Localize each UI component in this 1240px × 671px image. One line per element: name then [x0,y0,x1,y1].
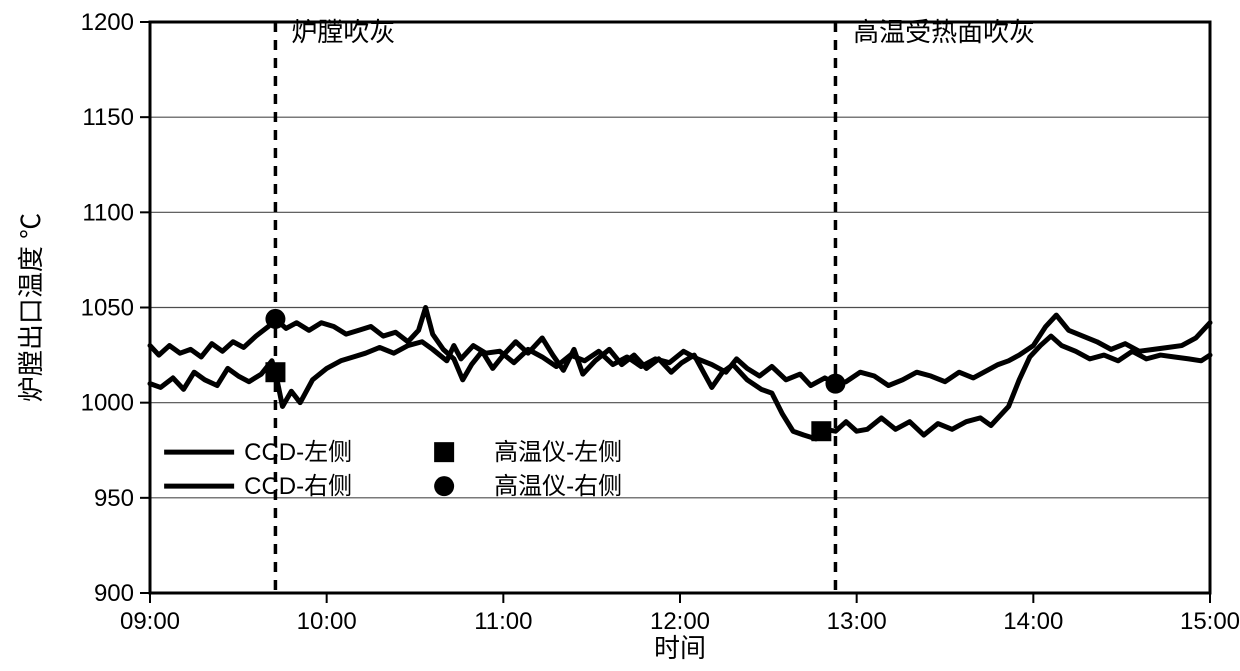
legend-circle-icon [434,476,454,496]
marker-pyro_right [265,309,285,329]
x-axis-label: 时间 [654,633,706,663]
y-axis-label: 炉膛出口温度 ℃ [16,213,46,402]
x-tick-label: 10:00 [297,608,357,635]
x-tick-label: 11:00 [474,608,532,635]
x-tick-label: 14:00 [1003,608,1063,635]
x-tick-label: 09:00 [120,608,180,635]
y-tick-label: 900 [94,580,134,607]
chart-svg: 炉膛吹灰高温受热面吹灰CCD-左侧高温仪-左侧CCD-右侧高温仪-右侧09:00… [0,0,1240,671]
legend-label: CCD-左侧 [244,439,352,466]
legend-label: 高温仪-左侧 [494,439,622,466]
y-tick-label: 1050 [81,295,134,322]
marker-pyro_left [265,362,285,382]
temperature-chart: 炉膛吹灰高温受热面吹灰CCD-左侧高温仪-左侧CCD-右侧高温仪-右侧09:00… [0,0,1240,671]
y-tick-label: 1000 [81,390,134,417]
x-tick-label: 13:00 [827,608,887,635]
y-tick-label: 1200 [81,9,134,36]
marker-pyro_right [825,374,845,394]
marker-pyro_left [811,421,831,441]
x-tick-label: 12:00 [650,608,710,635]
y-tick-label: 1100 [82,199,134,226]
legend-square-icon [434,442,454,462]
y-tick-label: 1150 [82,104,134,131]
legend-label: 高温仪-右侧 [494,473,622,500]
x-tick-label: 15:00 [1180,608,1240,635]
legend-label: CCD-右侧 [244,473,352,500]
y-tick-label: 950 [94,485,134,512]
